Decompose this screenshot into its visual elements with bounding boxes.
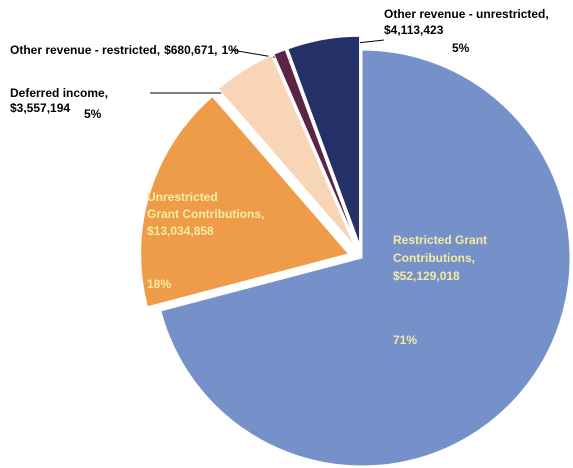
pie-slice (160, 49, 571, 467)
percent-label: 71% (393, 333, 417, 347)
slice-label: Restricted Grant (393, 233, 487, 247)
value-label: $13,034,858 (147, 224, 214, 238)
slice-label: Other revenue - restricted, (10, 43, 160, 57)
pie-slice (140, 95, 350, 308)
percent-label: 18% (147, 277, 171, 291)
pie-slice (287, 35, 361, 245)
value-label: $52,129,018 (393, 269, 460, 283)
percent-label: 5% (452, 41, 470, 55)
value-label: $4,113,423 (384, 23, 444, 37)
percent-label: 1% (221, 43, 239, 57)
slice-label: Unrestricted (147, 190, 218, 204)
slice-label: Other revenue - restricted, $680,671, 1% (10, 43, 239, 57)
slice-label: Other revenue - unrestricted, (384, 7, 549, 21)
slice-label: Grant Contributions, (147, 207, 264, 221)
pie-slice (217, 54, 356, 247)
value-label: $680,671, (164, 43, 217, 57)
percent-label: 5% (84, 107, 102, 121)
slice-label: Deferred income, (10, 86, 108, 100)
slice-label: Contributions, (393, 251, 475, 265)
pie-slice (273, 49, 358, 246)
value-label: $3,557,194 (10, 101, 70, 115)
